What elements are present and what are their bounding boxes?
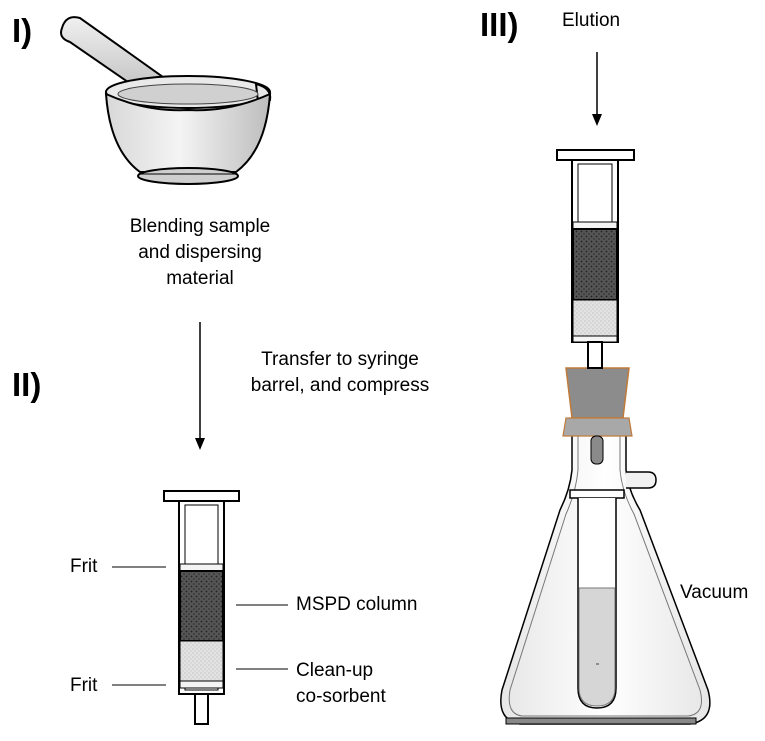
column-flange (556, 149, 635, 161)
cleanup-cosorbent-label: Clean-up co-sorbent (296, 660, 386, 707)
mspd-packing (179, 570, 224, 642)
column-tip (587, 341, 603, 369)
arrow-elution (592, 52, 602, 126)
column-frit-top (572, 221, 618, 230)
step-label-2: II) (12, 366, 42, 403)
column-mspd-packing (572, 228, 618, 301)
syringe-tip (194, 693, 209, 725)
vacuum-flask-apparatus (500, 149, 711, 725)
mortar-bowl (104, 92, 272, 173)
flask-side-arm (626, 471, 657, 489)
leader-lines (112, 566, 288, 686)
drip-tip (590, 435, 604, 465)
mspd-column-label: MSPD column (296, 594, 418, 615)
mspd-syringe-column (163, 490, 240, 725)
rubber-stopper (565, 367, 630, 419)
cosorbent-packing (179, 640, 224, 682)
syringe-flange (163, 490, 240, 502)
frit-bottom-label: Frit (70, 675, 98, 696)
collected-eluate (578, 587, 616, 707)
column-cosorbent (572, 299, 618, 337)
transfer-label: Transfer to syringe barrel, and compress (250, 349, 430, 396)
frit-top-label: Frit (70, 556, 98, 577)
frit-bottom (179, 680, 224, 689)
mortar-base (137, 167, 239, 185)
step-label-3: III) (480, 6, 519, 43)
arrow-transfer (195, 322, 205, 450)
flask-base (505, 717, 697, 725)
test-tube-rim (569, 489, 625, 499)
frit-top (179, 563, 224, 572)
vacuum-label: Vacuum (680, 582, 749, 603)
step-label-1: I) (12, 12, 33, 49)
mortar-and-pestle-icon (60, 16, 272, 185)
blending-label: Blending sample and dispersing material (129, 216, 271, 289)
elution-label: Elution (562, 10, 621, 31)
